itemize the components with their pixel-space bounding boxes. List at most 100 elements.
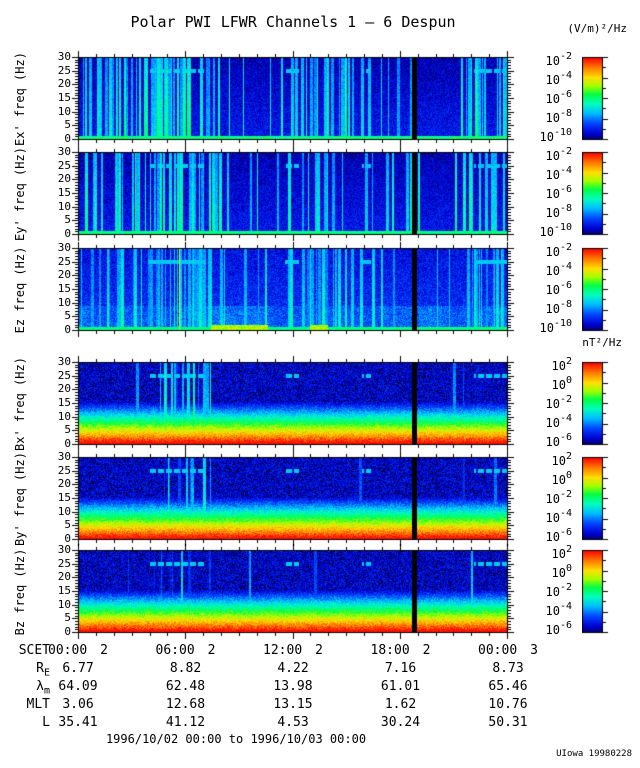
freq-tick-label: 15: [57, 186, 71, 199]
colorbar-tick-label: 10-4: [462, 71, 573, 87]
colorbar-tick-exponent: -2: [559, 146, 572, 157]
colorbar-tick-base: 10: [545, 264, 560, 278]
ephemeris-value-cell: 4.53: [245, 715, 341, 730]
freq-tick-label: 0: [64, 323, 71, 336]
ephemeris-value: 12.68: [165, 697, 206, 712]
freq-tick-label: 30: [57, 241, 71, 254]
scet-time-label: 06:00: [155, 643, 195, 658]
scet-time-cell: 00:00 3: [460, 643, 556, 658]
colorbar-tick-base: 10: [545, 54, 560, 68]
colorbar-tick-label: 10-2: [462, 147, 573, 163]
colorbar-tick-base: 10: [545, 302, 560, 316]
scet-day-label: 2: [100, 643, 108, 658]
freq-tick-label: 25: [57, 63, 71, 77]
colorbar-tick-label: 10-2: [462, 395, 573, 411]
colorbar-tick-base: 10: [545, 435, 560, 449]
ephemeris-row-label-text: SCET: [18, 643, 50, 658]
ephemeris-value-cell: 61.01: [353, 679, 449, 694]
colorbar-ex-canvas: [582, 50, 612, 147]
colorbar-tick-base: 10: [545, 416, 560, 430]
freq-tick-label: 0: [64, 227, 71, 240]
colorbar-tick-exponent: -4: [559, 261, 572, 272]
freq-tick-label: 20: [57, 382, 71, 396]
ephemeris-value: 61.01: [380, 679, 421, 694]
colorbar-tick-exponent: 0: [565, 563, 572, 574]
freq-tick-label: 5: [64, 118, 71, 132]
colorbar-tick-exponent: -6: [559, 89, 572, 100]
colorbar-tick-exponent: 2: [565, 451, 572, 462]
spectrogram-bz-canvas: [70, 543, 516, 640]
colorbar-tick-base: 10: [551, 473, 566, 487]
colorbar-tick-label: 102: [462, 357, 572, 373]
ephemeris-row-label-scet: SCET: [6, 643, 50, 658]
colorbar-tick-base: 10: [545, 604, 560, 618]
colorbar-tick-base: 10: [551, 566, 566, 580]
colorbar-tick-exponent: -4: [559, 601, 572, 612]
freq-tick-label: 5: [64, 309, 71, 323]
colorbar-tick-base: 10: [545, 283, 560, 297]
scet-time-label: 12:00: [263, 643, 303, 658]
ephemeris-row-label-lambda-m: λm: [6, 679, 50, 697]
colorbar-tick-exponent: -6: [559, 620, 572, 631]
freq-tick-label: 25: [57, 158, 71, 172]
ephemeris-value-cell: 50.31: [460, 715, 556, 730]
date-range-label: 1996/10/02 00:00 to 1996/10/03 00:00: [105, 732, 367, 746]
colorbar-tick-exponent: -8: [559, 203, 572, 214]
colorbar-tick-label: 10-2: [462, 583, 573, 599]
ephemeris-value: 50.31: [488, 715, 528, 730]
ephemeris-value: 3.06: [62, 697, 94, 712]
credit-label: UIowa 19980228: [556, 749, 632, 759]
freq-tick-label: 10: [57, 597, 71, 611]
spectrogram-ez-canvas: [70, 241, 516, 338]
colorbar-tick-base: 10: [545, 111, 560, 125]
ephemeris-value-cell: 6.77: [30, 661, 126, 676]
colorbar-tick-base: 10: [545, 92, 560, 106]
ephemeris-value: 64.09: [58, 679, 98, 694]
freq-tick-label: 5: [64, 518, 71, 532]
colorbar-tick-exponent: -6: [559, 184, 572, 195]
ephemeris-value: 30.24: [380, 715, 421, 730]
colorbar-tick-label: 100: [462, 564, 572, 580]
ephemeris-value-cell: 4.22: [245, 661, 341, 676]
spectrogram-ey-canvas: [70, 145, 516, 242]
colorbar-tick-exponent: -10: [553, 222, 572, 233]
ephemeris-row-label-subscript: m: [43, 685, 50, 697]
colorbar-tick-label: 10-6: [462, 281, 573, 297]
scet-time-cell: 00:00 2: [30, 643, 126, 658]
colorbar-tick-base: 10: [539, 321, 554, 335]
colorbar-tick-exponent: -6: [559, 280, 572, 291]
ephemeris-row-label-subscript: E: [43, 667, 50, 679]
ephemeris-row-label-text: MLT: [26, 697, 50, 712]
colorbar-tick-exponent: -4: [559, 508, 572, 519]
colorbar-ez-canvas: [582, 241, 612, 338]
ephemeris-value: 6.77: [62, 661, 94, 676]
freq-tick-label: 20: [57, 570, 71, 584]
freq-tick-label: 0: [64, 132, 71, 145]
colorbar-bz-canvas: [582, 543, 612, 640]
colorbar-tick-base: 10: [551, 454, 566, 468]
scet-day-label: 3: [530, 643, 538, 658]
freq-tick-label: 5: [64, 423, 71, 437]
colorbar-tick-exponent: 0: [565, 470, 572, 481]
freq-tick-label: 15: [57, 396, 71, 409]
scet-time-cell: 12:00 2: [245, 643, 341, 658]
ephemeris-value-cell: 10.76: [460, 697, 556, 712]
freq-tick-label: 10: [57, 199, 71, 213]
freq-tick-label: 10: [57, 295, 71, 309]
ephemeris-value: 8.82: [169, 661, 202, 676]
colorbar-tick-label: 10-2: [462, 243, 573, 259]
colorbar-tick-label: 10-4: [462, 509, 573, 525]
colorbar-tick-label: 10-2: [462, 52, 573, 68]
ephemeris-value-cell: 35.41: [30, 715, 126, 730]
freq-tick-label: 30: [57, 450, 71, 463]
scet-time-cell: 06:00 2: [138, 643, 234, 658]
freq-tick-label: 30: [57, 355, 71, 368]
ephemeris-value: 41.12: [165, 715, 206, 730]
colorbar-tick-base: 10: [551, 378, 566, 392]
colorbar-tick-base: 10: [545, 206, 560, 220]
colorbar-tick-base: 10: [539, 225, 554, 239]
colorbar-tick-label: 10-6: [462, 433, 573, 449]
b-colorbar-units-label: nT²/Hz: [582, 336, 622, 349]
ephemeris-row-label-mlt: MLT: [6, 697, 50, 712]
colorbar-tick-label: 10-4: [462, 166, 573, 182]
